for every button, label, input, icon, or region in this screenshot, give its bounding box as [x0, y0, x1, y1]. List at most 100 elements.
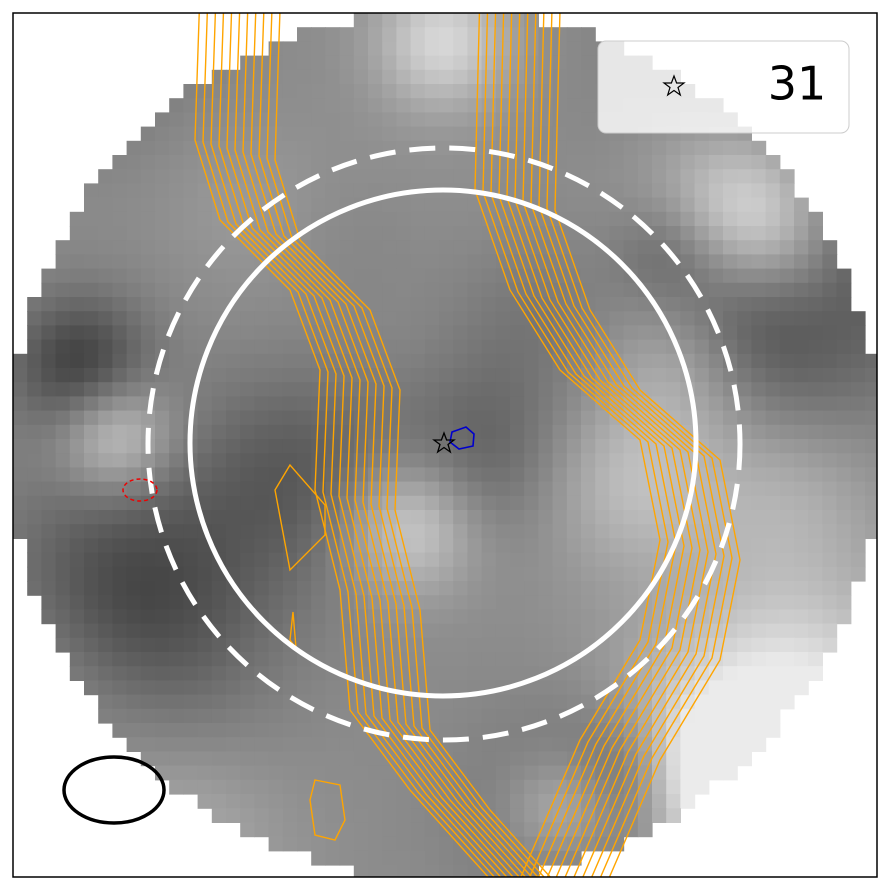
pixel	[282, 353, 298, 369]
pixel	[211, 382, 227, 397]
pixel	[566, 112, 582, 128]
pixel	[836, 410, 852, 426]
pixel	[325, 538, 341, 554]
pixel	[410, 439, 426, 454]
pixel	[779, 538, 795, 554]
pixel	[652, 282, 667, 298]
pixel	[382, 169, 397, 184]
pixel	[566, 510, 582, 525]
pixel	[55, 339, 71, 355]
pixel	[524, 765, 539, 781]
pixel	[424, 98, 440, 113]
pixel	[396, 751, 412, 767]
pixel	[382, 410, 397, 426]
pixel	[850, 566, 866, 582]
pixel	[325, 623, 341, 639]
pixel	[396, 708, 412, 724]
pixel	[169, 382, 184, 397]
pixel	[112, 282, 128, 298]
pixel	[510, 737, 525, 752]
pixel	[595, 652, 610, 667]
pixel	[524, 623, 539, 639]
pixel	[126, 524, 142, 539]
pixel	[439, 595, 454, 610]
pixel	[680, 765, 696, 781]
pixel	[226, 254, 241, 270]
pixel	[140, 566, 156, 582]
pixel	[268, 297, 284, 312]
pixel	[112, 623, 128, 639]
pixel	[481, 396, 497, 412]
pixel	[453, 708, 468, 724]
pixel	[55, 382, 71, 397]
pixel	[751, 183, 767, 199]
pixel	[226, 368, 241, 383]
pixel	[623, 524, 639, 539]
pixel	[424, 765, 440, 781]
pixel	[495, 197, 511, 213]
pixel	[453, 637, 468, 653]
pixel	[510, 140, 525, 156]
pixel	[595, 467, 610, 483]
pixel	[211, 637, 227, 653]
pixel	[666, 808, 681, 823]
pixel	[69, 623, 85, 639]
pixel	[27, 368, 42, 383]
contour-line	[250, 13, 533, 877]
pixel	[126, 623, 142, 639]
pixel	[680, 197, 696, 213]
pixel	[268, 439, 284, 454]
pixel	[211, 666, 227, 681]
pixel	[822, 424, 838, 440]
pixel	[84, 510, 99, 525]
pixel	[453, 240, 468, 255]
pixel	[566, 637, 582, 653]
pixel	[112, 211, 128, 227]
pixel	[339, 467, 355, 483]
pixel	[325, 424, 341, 440]
pixel	[552, 55, 568, 71]
pixel	[268, 368, 284, 383]
pixel	[197, 737, 213, 752]
pixel	[240, 808, 255, 823]
pixel	[140, 169, 156, 184]
pixel	[254, 637, 270, 653]
contour-line	[514, 13, 701, 877]
pixel	[140, 254, 156, 270]
pixel	[779, 552, 795, 568]
pixel	[751, 424, 767, 440]
pixel	[865, 382, 877, 397]
pixel	[112, 552, 128, 568]
pixel	[353, 779, 369, 795]
pixel	[297, 197, 312, 213]
pixel	[751, 169, 767, 184]
pixel	[282, 311, 298, 326]
pixel	[581, 368, 596, 383]
pixel	[112, 410, 128, 426]
pixel	[723, 155, 738, 170]
pixel	[41, 524, 57, 539]
pixel	[779, 666, 795, 681]
pixel	[623, 822, 639, 838]
pixel	[353, 297, 369, 312]
pixel	[595, 339, 610, 355]
pixel	[98, 254, 113, 270]
pixel	[410, 353, 426, 369]
pixel	[424, 55, 440, 71]
pixel	[268, 55, 284, 71]
pixel	[467, 737, 483, 752]
pixel	[368, 751, 383, 767]
pixel	[680, 779, 696, 795]
pixel	[55, 353, 71, 369]
pixel	[84, 680, 99, 696]
pixel	[169, 140, 184, 156]
pixel	[439, 396, 454, 412]
pixel	[637, 510, 653, 525]
pixel	[581, 98, 596, 113]
pixel	[254, 723, 270, 738]
pixel	[325, 368, 341, 383]
pixel	[581, 538, 596, 554]
contour-line	[258, 13, 539, 877]
pixel	[368, 140, 383, 156]
pixel	[240, 737, 255, 752]
